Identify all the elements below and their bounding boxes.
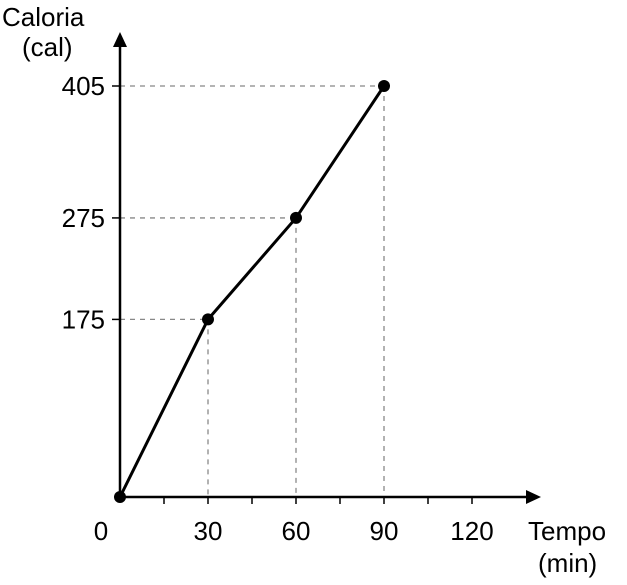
y-tick-labels: 175 275 405 — [62, 71, 105, 334]
y-axis-label-line1: Caloria — [2, 2, 85, 32]
origin-label: 0 — [94, 516, 108, 546]
x-tick-label: 60 — [282, 516, 311, 546]
data-points — [114, 80, 390, 503]
y-ticks — [112, 85, 120, 321]
y-tick-label: 405 — [62, 71, 105, 101]
x-tick-labels: 30 60 90 120 — [194, 516, 494, 546]
x-axis-arrow-icon — [526, 490, 541, 504]
y-tick-label: 275 — [62, 203, 105, 233]
y-axis-arrow-icon — [113, 32, 127, 47]
x-tick-label: 120 — [450, 516, 493, 546]
data-point — [290, 211, 302, 224]
data-point — [378, 80, 390, 92]
data-point — [114, 491, 126, 503]
y-axis-label-line2: (cal) — [22, 32, 73, 62]
data-point — [202, 313, 214, 326]
x-tick-label: 30 — [194, 516, 223, 546]
x-tick-label: 90 — [370, 516, 399, 546]
guide-lines — [120, 85, 385, 497]
x-axis-label-line1: Tempo — [528, 516, 606, 546]
series-line — [118, 85, 386, 498]
x-axis-label-line2: (min) — [538, 548, 597, 578]
x-ticks — [163, 497, 473, 504]
y-tick-label: 175 — [62, 304, 105, 334]
